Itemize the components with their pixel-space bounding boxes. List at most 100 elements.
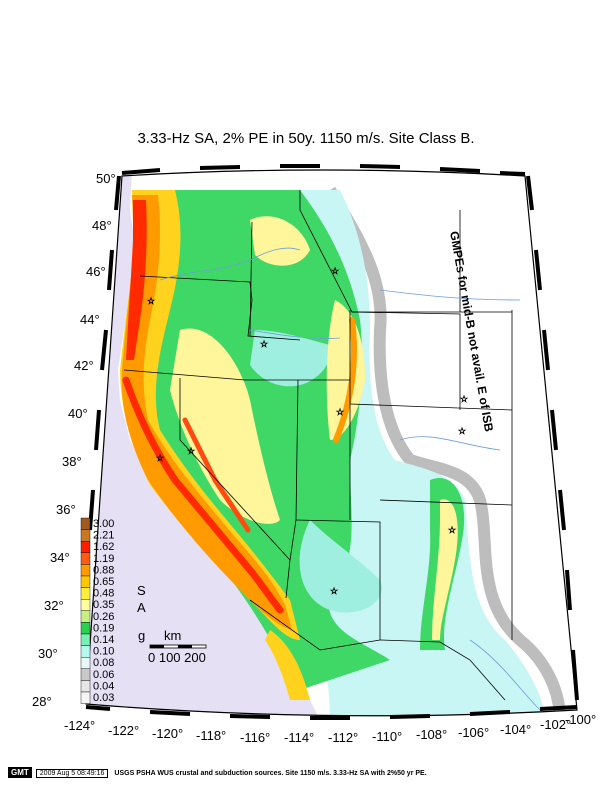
legend-swatch: [80, 541, 91, 554]
frame-ticks: [81, 164, 579, 720]
hazard-band-gray-east: [324, 186, 566, 716]
hazard-band-red-eastern-sierra: [182, 417, 251, 533]
legend-value: 0.03: [93, 692, 114, 704]
hazard-zone-yellow-rockies: [432, 499, 458, 640]
lon-label: -122°: [108, 723, 139, 738]
lat-label: 46°: [86, 264, 106, 279]
hazard-zone-yellow-basin: [170, 328, 280, 524]
legend-value: 0.06: [93, 669, 114, 681]
legend-swatch: [80, 680, 91, 693]
lat-label: 34°: [50, 550, 70, 565]
legend-swatches: [80, 517, 91, 704]
hazard-zone-cyan-basin: [299, 520, 382, 613]
gmt-logo: GMT: [8, 767, 32, 778]
city-star: ☆: [331, 266, 339, 276]
city-star: ☆: [187, 446, 195, 456]
hazard-band-red-san-andreas: [122, 376, 284, 614]
legend-value: 0.35: [93, 599, 114, 611]
legend-value: 0.19: [93, 622, 114, 634]
longitude-labels: -124° -122° -120° -118° -116° -114° -112…: [64, 712, 596, 745]
footer: GMT 2009 Aug 5 08:49:16 USGS PSHA WUS crus…: [8, 767, 427, 778]
lat-label: 30°: [38, 646, 58, 661]
lat-label: 28°: [32, 694, 52, 709]
city-star: ☆: [156, 453, 164, 463]
state-boundaries: [123, 190, 513, 701]
legend-value: 0.14: [93, 634, 114, 646]
scale-units: km: [164, 628, 181, 643]
city-star: ☆: [336, 407, 344, 417]
legend-swatch: [80, 645, 91, 658]
hazard-band-red-cascadia: [126, 200, 147, 360]
legend-quantity-a: A: [137, 600, 146, 615]
legend-value: 2.21: [93, 530, 114, 542]
lat-label: 38°: [62, 454, 82, 469]
lat-label: 42°: [74, 358, 94, 373]
legend-swatch: [80, 564, 91, 577]
map-title: 3.33-Hz SA, 2% PE in 50y. 1150 m/s. Site…: [137, 130, 475, 147]
lon-label: -108°: [416, 727, 447, 742]
legend-value: 3.00: [93, 518, 114, 530]
city-star: ☆: [458, 426, 466, 436]
city-star: ☆: [260, 339, 268, 349]
lon-label: -104°: [500, 722, 531, 737]
hazard-band-yellow-gulf: [265, 630, 310, 700]
legend-value: 0.10: [93, 646, 114, 658]
legend-values: 3.002.211.621.190.880.650.480.350.260.19…: [93, 518, 114, 704]
hazard-zone-cyan-snake-river: [250, 330, 331, 387]
legend-value: 0.88: [93, 564, 114, 576]
legend-swatch: [80, 552, 91, 565]
lon-label: -116°: [240, 730, 270, 745]
city-markers: ☆ ☆ ☆ ☆ ☆ ☆ ☆ ☆ ☆ ☆: [147, 266, 469, 597]
lon-label: -120°: [152, 726, 183, 741]
lat-label: 44°: [80, 312, 100, 327]
legend-swatch: [80, 610, 91, 623]
latitude-labels: 50° 48° 46° 44° 42° 40° 38° 36° 34° 32° …: [32, 171, 116, 709]
city-star: ☆: [448, 525, 456, 535]
legend-swatch: [80, 575, 91, 588]
legend-value: 0.48: [93, 588, 114, 600]
lon-label: -118°: [196, 728, 226, 743]
legend-units: g: [138, 628, 145, 643]
lon-label: -124°: [64, 718, 95, 733]
legend-swatch: [80, 529, 91, 542]
lat-label: 48°: [92, 218, 112, 233]
legend-swatch: [80, 622, 91, 635]
lon-label: -102°: [540, 717, 571, 732]
lat-label: 40°: [68, 406, 88, 421]
lon-label: -110°: [372, 729, 402, 744]
footer-caption: USGS PSHA WUS crustal and subduction sou…: [114, 770, 427, 777]
legend-swatch: [80, 668, 91, 681]
city-star: ☆: [330, 586, 338, 596]
city-star: ☆: [147, 296, 155, 306]
lon-label: -112°: [328, 730, 358, 745]
rivers: [159, 247, 541, 711]
scale-bar: km 0 100 200: [148, 628, 207, 665]
legend-swatch: [80, 587, 91, 600]
lat-label: 36°: [56, 502, 76, 517]
legend-swatch: [80, 633, 91, 646]
legend-swatch: [80, 599, 91, 612]
legend-value: 0.26: [93, 611, 114, 623]
legend-swatch: [80, 517, 91, 530]
legend-value: 1.19: [93, 553, 114, 565]
map-frame: [85, 169, 578, 717]
lon-label: -106°: [458, 725, 489, 740]
lon-label: -114°: [284, 730, 314, 745]
legend-quantity-s: S: [137, 583, 146, 598]
hazard-band-yellow-coast: [120, 190, 300, 640]
legend-swatch: [80, 657, 91, 670]
legend-value: 0.08: [93, 657, 114, 669]
hazard-band-orange-wasatch: [333, 317, 357, 443]
legend-value: 1.62: [93, 541, 114, 553]
lat-label: 32°: [44, 598, 64, 613]
scale-ticks: 0 100 200: [148, 650, 206, 665]
lon-label: -100°: [565, 712, 596, 727]
legend-value: 0.04: [93, 680, 114, 692]
timestamp: 2009 Aug 5 08:49:16: [35, 769, 109, 778]
lat-label: 50°: [96, 171, 116, 186]
city-star: ☆: [460, 394, 468, 404]
pacific-ocean: [86, 170, 320, 716]
legend-swatch: [80, 691, 91, 704]
legend: 3.002.211.621.190.880.650.480.350.260.19…: [80, 517, 146, 704]
